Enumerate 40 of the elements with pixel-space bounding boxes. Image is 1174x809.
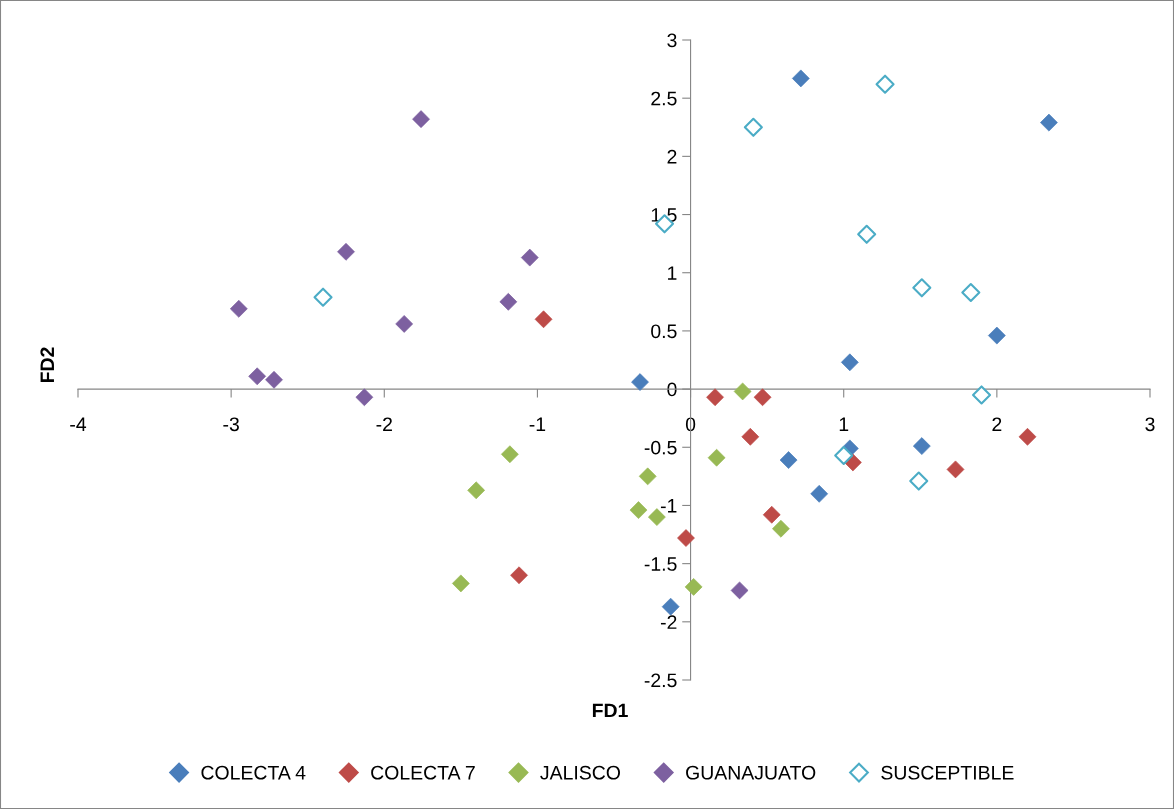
y-tick-label: -2.5 [644, 673, 677, 688]
y-tick-label: 1 [668, 266, 677, 280]
point [946, 460, 965, 479]
point [730, 581, 749, 600]
x-tick-label: 2 [992, 417, 1002, 431]
y-tick-label: 3 [667, 33, 677, 48]
legend-label: GUANAJUATO [686, 765, 816, 780]
x-tick-label: 0 [685, 417, 696, 432]
x-tick-label: -2 [376, 417, 392, 431]
point [840, 353, 859, 372]
legend-label: SUSCEPTIBLE [881, 765, 1014, 780]
legend-label: JALISCO [540, 765, 621, 780]
point [743, 117, 763, 137]
y-axis-title: FD2 [40, 347, 54, 383]
point [857, 224, 877, 244]
y-tick-label: -1 [660, 499, 677, 513]
y-tick-label: 2 [667, 149, 677, 164]
y-tick-label: 0.5 [651, 324, 677, 339]
x-tick-label: 1 [839, 417, 849, 431]
x-tick-label: -3 [223, 417, 239, 432]
point [313, 287, 333, 307]
point [912, 278, 932, 298]
y-tick-label: -2 [660, 615, 677, 629]
y-tick-label: -1.5 [644, 557, 677, 571]
point [834, 445, 854, 465]
y-tick-label: -0.5 [644, 440, 677, 455]
y-tick-label: 2.5 [651, 91, 677, 106]
x-tick-label: 3 [1145, 417, 1155, 432]
point [972, 385, 992, 405]
point [909, 471, 929, 491]
x-tick-label: -4 [70, 417, 87, 431]
x-axis-title: FD1 [592, 703, 628, 718]
y-tick-label: 0 [667, 382, 677, 397]
x-tick-label: -1 [529, 417, 546, 431]
legend-label: COLECTA 4 [201, 765, 306, 780]
point [707, 448, 726, 467]
point [875, 74, 895, 94]
point [961, 282, 981, 303]
legend-label: COLECTA 7 [371, 765, 475, 780]
point [733, 382, 752, 401]
